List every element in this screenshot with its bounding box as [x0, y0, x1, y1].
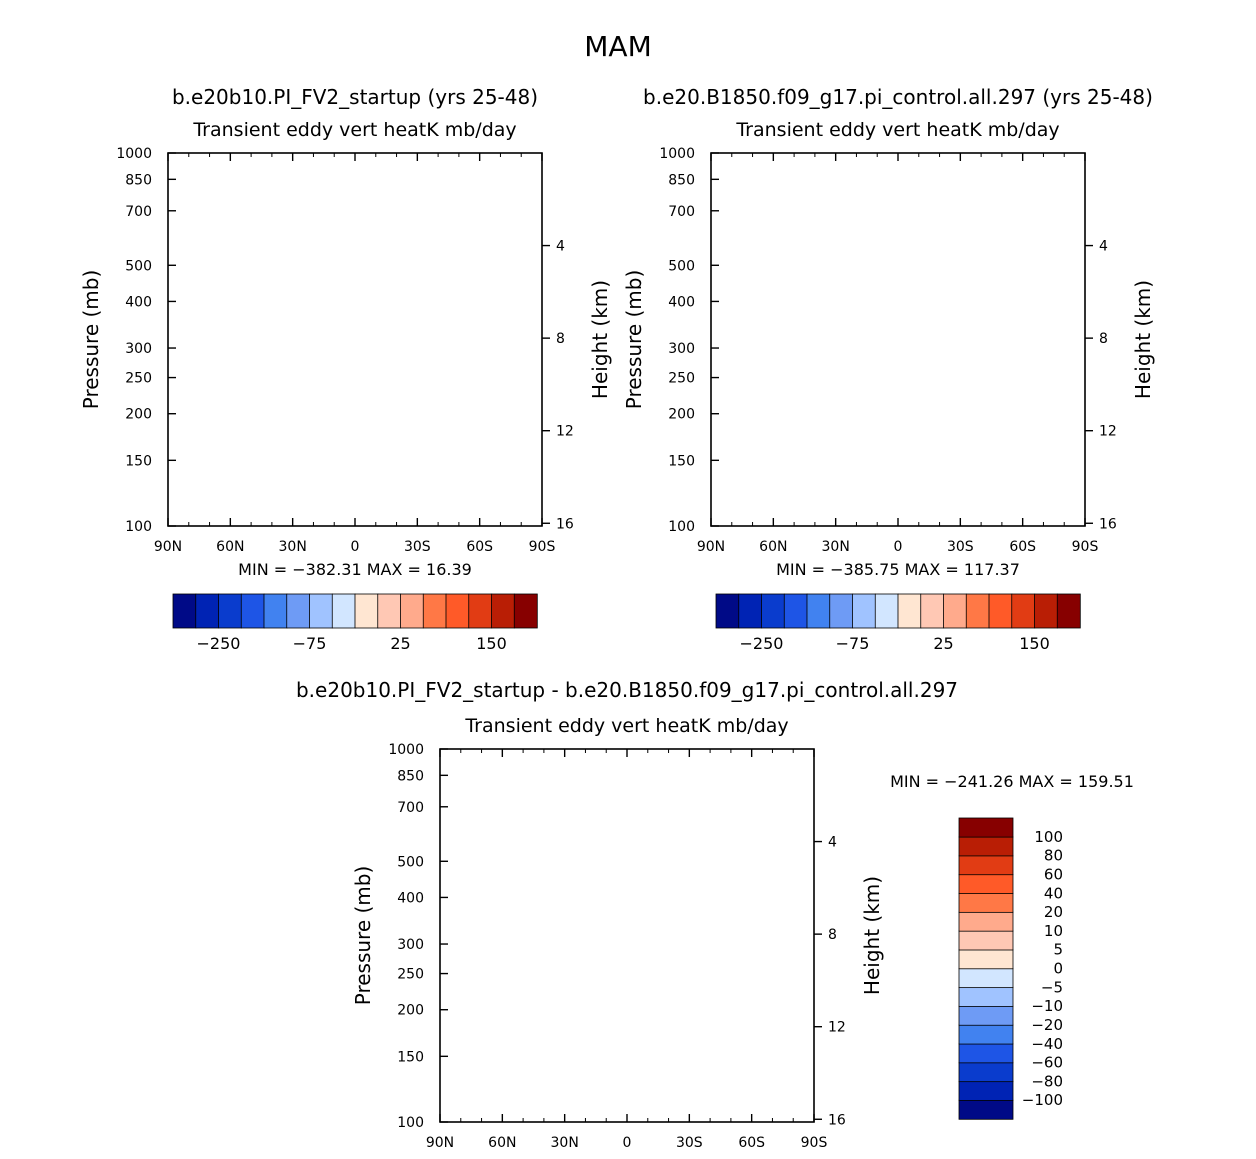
panel-model-b: b.e20.B1850.f09_g17.pi_control.all.297 (… [622, 85, 1155, 653]
colorbar-box [286, 593, 311, 629]
colorbar-box [400, 593, 424, 629]
y-axis-title: Pressure (mb) [79, 270, 103, 410]
y-tick-label: 700 [125, 204, 152, 220]
plot-frame [167, 152, 543, 527]
colorbar-label: −250 [197, 634, 241, 653]
colorbar-box [172, 593, 197, 629]
y-tick-label: 1000 [116, 146, 152, 162]
x-tick-label: 30N [279, 539, 307, 555]
colorbar-box [218, 593, 242, 629]
colorbar-label: −75 [293, 634, 327, 653]
x-tick-label: 0 [351, 539, 360, 555]
min-max-stats: MIN = −382.31 MAX = 16.39 [238, 560, 472, 579]
y2-tick-label: 4 [556, 239, 565, 255]
x-tick-label: 90N [154, 539, 182, 555]
panel-b-case-title: b.e20.B1850.f09_g17.pi_control.all.297 (… [643, 85, 1153, 109]
x-tick-label: 60S [466, 539, 493, 555]
x-tick-label: 30S [404, 539, 431, 555]
x-tick-label: 90S [529, 539, 556, 555]
y2-tick-label: 8 [556, 331, 565, 347]
colorbar-box [195, 593, 220, 629]
colorbar-box [468, 593, 493, 629]
colorbar: −250 −75 25 150 [172, 593, 538, 653]
colorbar-box [445, 593, 470, 629]
colorbar-box [240, 593, 265, 629]
colorbar-box [491, 593, 515, 629]
colorbar-box [377, 593, 402, 629]
colorbar-box [354, 593, 379, 629]
y2-tick-label: 12 [556, 424, 574, 440]
y-tick-label: 400 [125, 294, 152, 310]
panel-a-variable-title: Transient eddy vert heatK mb/day [192, 119, 516, 141]
colorbar-box [513, 593, 538, 629]
y2-tick-label: 16 [556, 516, 574, 532]
panel-a-case-title: b.e20b10.PI_FV2_startup (yrs 25-48) [172, 85, 538, 109]
y-tick-label: 250 [125, 371, 152, 387]
panel-model-a: b.e20b10.PI_FV2_startup (yrs 25-48) Tran… [79, 85, 612, 653]
season-title: MAM [584, 30, 651, 63]
y-tick-label: 200 [125, 407, 152, 423]
colorbar-box [331, 593, 356, 629]
colorbar-box [309, 593, 333, 629]
y-tick-label: 100 [125, 519, 152, 535]
colorbar-label: 25 [390, 634, 410, 653]
panel-b-variable-title: Transient eddy vert heatK mb/day [735, 119, 1059, 141]
y-tick-label: 850 [125, 172, 152, 188]
x-tick-label: 60N [216, 539, 244, 555]
colorbar-box [422, 593, 447, 629]
y2-axis-title: Height (km) [588, 280, 612, 399]
y-tick-label: 150 [125, 453, 152, 469]
y-tick-label: 500 [125, 258, 152, 274]
y-tick-label: 300 [125, 341, 152, 357]
colorbar-label: 150 [476, 634, 507, 653]
colorbar-box [263, 593, 288, 629]
